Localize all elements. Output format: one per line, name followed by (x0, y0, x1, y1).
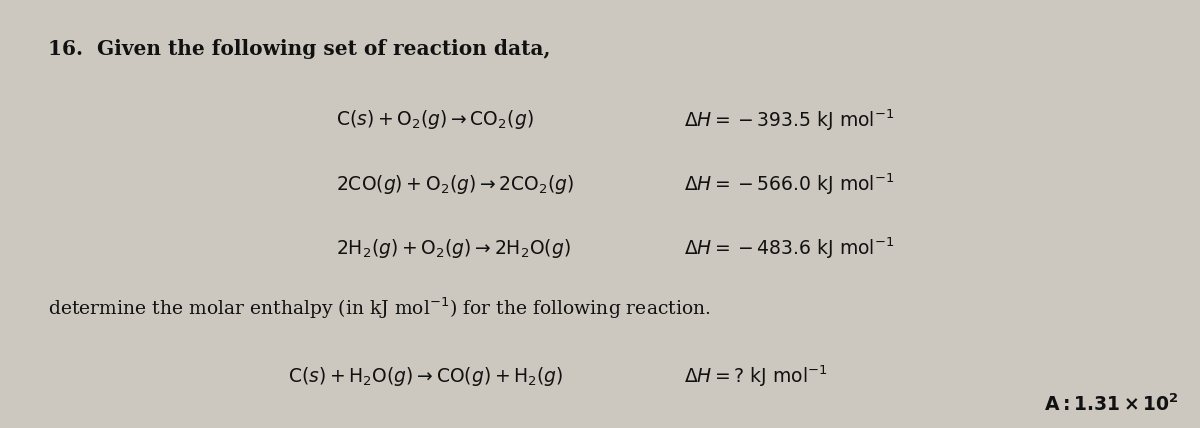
Text: $\Delta H = ?\ \mathrm{kJ\ mol}^{-1}$: $\Delta H = ?\ \mathrm{kJ\ mol}^{-1}$ (684, 364, 828, 389)
Text: $\mathbf{A: 1.31 \times 10^{2}}$: $\mathbf{A: 1.31 \times 10^{2}}$ (1044, 394, 1178, 415)
Text: $\mathrm{C}(s) + \mathrm{H_2O}(g) \rightarrow \mathrm{CO}(g) + \mathrm{H}_2(g)$: $\mathrm{C}(s) + \mathrm{H_2O}(g) \right… (288, 365, 564, 388)
Text: $\Delta H = -483.6\ \mathrm{kJ\ mol}^{-1}$: $\Delta H = -483.6\ \mathrm{kJ\ mol}^{-1… (684, 235, 894, 261)
Text: determine the molar enthalpy (in kJ mol$^{-1}$) for the following reaction.: determine the molar enthalpy (in kJ mol$… (48, 295, 710, 321)
Text: $\mathrm{C}(s) + \mathrm{O}_2(g) \rightarrow \mathrm{CO}_2(g)$: $\mathrm{C}(s) + \mathrm{O}_2(g) \righta… (336, 108, 534, 131)
Text: $\Delta H = -393.5\ \mathrm{kJ\ mol}^{-1}$: $\Delta H = -393.5\ \mathrm{kJ\ mol}^{-1… (684, 107, 894, 133)
Text: 16.  Given the following set of reaction data,: 16. Given the following set of reaction … (48, 39, 551, 59)
Text: $\mathrm{2CO}(g) + \mathrm{O}_2(g) \rightarrow \mathrm{2CO}_2(g)$: $\mathrm{2CO}(g) + \mathrm{O}_2(g) \righ… (336, 172, 575, 196)
Text: $\mathrm{2H}_2(g) + \mathrm{O}_2(g) \rightarrow \mathrm{2H_2O}(g)$: $\mathrm{2H}_2(g) + \mathrm{O}_2(g) \rig… (336, 237, 571, 260)
Text: $\Delta H = -566.0\ \mathrm{kJ\ mol}^{-1}$: $\Delta H = -566.0\ \mathrm{kJ\ mol}^{-1… (684, 171, 894, 197)
